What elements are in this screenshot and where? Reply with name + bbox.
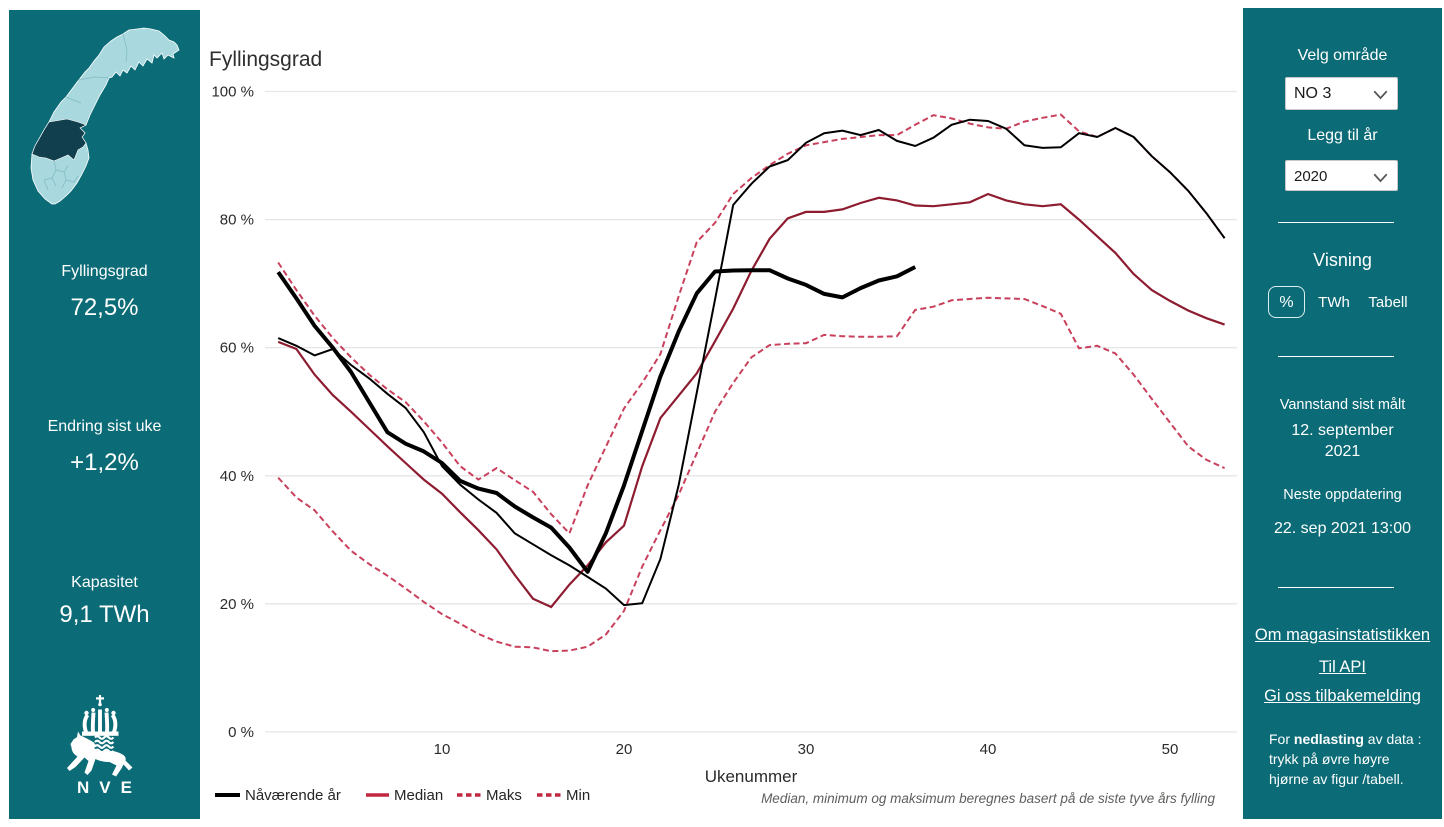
- svg-text:80 %: 80 %: [220, 212, 254, 229]
- svg-text:100 %: 100 %: [211, 84, 254, 101]
- svg-text:Fyllingsgrad: Fyllingsgrad: [209, 48, 322, 71]
- svg-text:0 %: 0 %: [228, 724, 254, 741]
- svg-text:20 %: 20 %: [220, 596, 254, 613]
- svg-text:Ukenummer: Ukenummer: [705, 767, 798, 786]
- svg-text:40: 40: [980, 741, 997, 758]
- svg-text:10: 10: [434, 741, 451, 758]
- svg-text:Min: Min: [566, 787, 590, 804]
- svg-text:Median: Median: [394, 787, 443, 804]
- svg-text:40 %: 40 %: [220, 468, 254, 485]
- svg-text:50: 50: [1162, 741, 1179, 758]
- svg-text:30: 30: [798, 741, 815, 758]
- svg-text:Nåværende år: Nåværende år: [245, 787, 341, 804]
- svg-text:Maks: Maks: [486, 787, 522, 804]
- svg-text:60 %: 60 %: [220, 340, 254, 357]
- svg-text:Median, minimum og maksimum be: Median, minimum og maksimum beregnes bas…: [761, 791, 1215, 806]
- svg-text:20: 20: [616, 741, 633, 758]
